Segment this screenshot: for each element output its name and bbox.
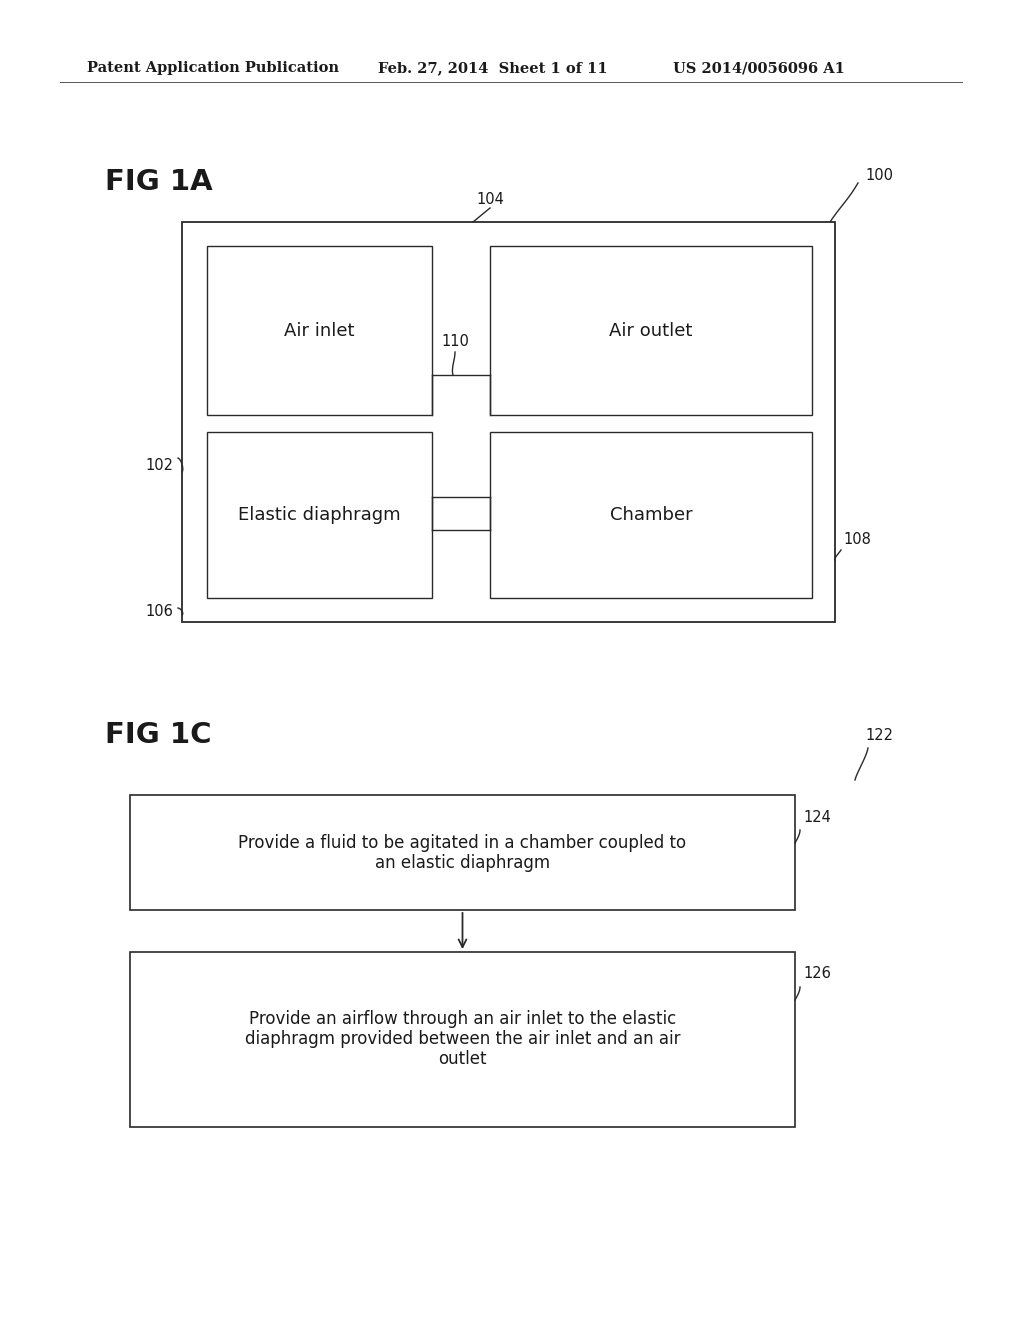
Bar <box>182 222 835 622</box>
Text: Feb. 27, 2014  Sheet 1 of 11: Feb. 27, 2014 Sheet 1 of 11 <box>378 61 607 75</box>
Text: 122: 122 <box>865 727 893 742</box>
Bar <box>130 795 795 909</box>
Text: 106: 106 <box>145 605 173 619</box>
Text: Provide an airflow through an air inlet to the elastic: Provide an airflow through an air inlet … <box>249 1011 676 1028</box>
Text: Chamber: Chamber <box>609 506 692 524</box>
Text: diaphragm provided between the air inlet and an air: diaphragm provided between the air inlet… <box>245 1031 680 1048</box>
Text: Elastic diaphragm: Elastic diaphragm <box>239 506 400 524</box>
Text: an elastic diaphragm: an elastic diaphragm <box>375 854 550 871</box>
Text: Provide a fluid to be agitated in a chamber coupled to: Provide a fluid to be agitated in a cham… <box>239 833 686 851</box>
Text: 126: 126 <box>803 966 830 982</box>
Bar <box>490 432 812 598</box>
Text: 104: 104 <box>476 193 504 207</box>
Bar <box>130 952 795 1127</box>
Text: Air inlet: Air inlet <box>285 322 354 339</box>
Text: 100: 100 <box>865 168 893 182</box>
Bar <box>490 246 812 414</box>
Bar <box>207 432 432 598</box>
Text: outlet: outlet <box>438 1051 486 1068</box>
Text: Patent Application Publication: Patent Application Publication <box>87 61 339 75</box>
Bar <box>207 246 432 414</box>
Text: 108: 108 <box>843 532 870 548</box>
Text: 110: 110 <box>441 334 469 350</box>
Text: FIG 1C: FIG 1C <box>105 721 212 748</box>
Text: 124: 124 <box>803 809 830 825</box>
Text: US 2014/0056096 A1: US 2014/0056096 A1 <box>673 61 845 75</box>
Text: FIG 1A: FIG 1A <box>105 168 213 195</box>
Text: Air outlet: Air outlet <box>609 322 692 339</box>
Text: 102: 102 <box>145 458 173 473</box>
